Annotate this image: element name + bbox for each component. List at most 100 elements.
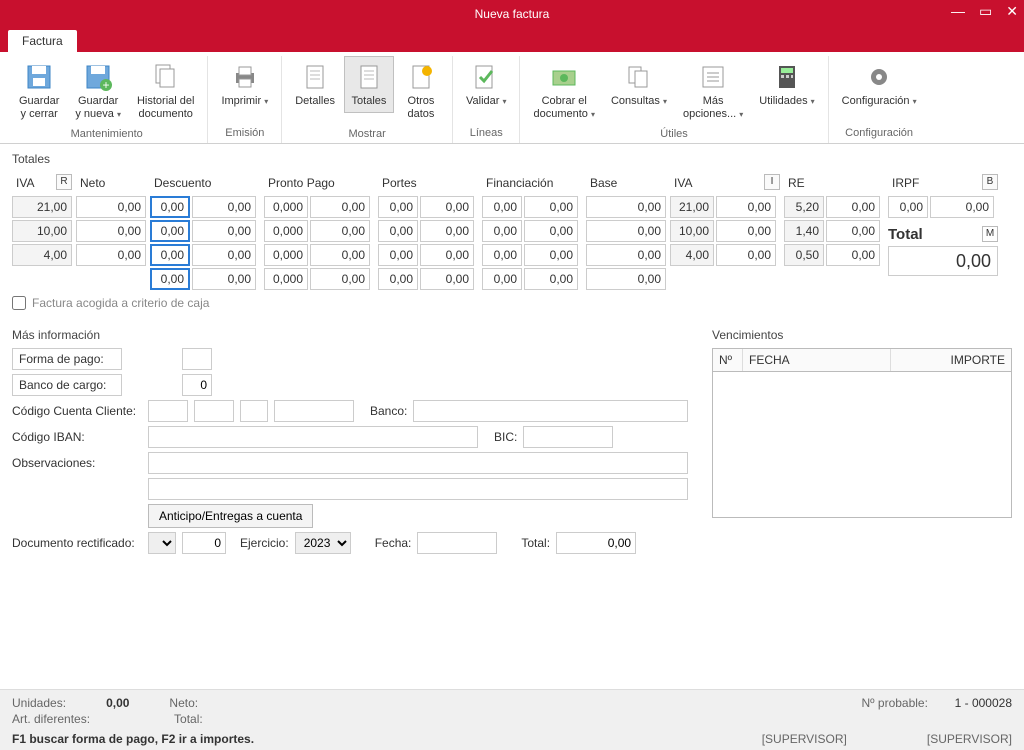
neto-cell[interactable]: 0,00: [76, 196, 146, 218]
por-cell[interactable]: 0,00: [378, 244, 418, 266]
re-cell[interactable]: 5,20: [784, 196, 824, 218]
close-icon[interactable]: ✕: [1006, 4, 1018, 18]
configuracion-button[interactable]: Configuración ▾: [835, 56, 924, 113]
neto-cell[interactable]: 0,00: [76, 220, 146, 242]
fecha-input[interactable]: [417, 532, 497, 554]
base-cell[interactable]: 0,00: [586, 244, 666, 266]
fin-cell[interactable]: 0,00: [524, 268, 578, 290]
desc-cell[interactable]: 0,00: [150, 244, 190, 266]
detalles-button[interactable]: Detalles: [288, 56, 342, 113]
por-cell[interactable]: 0,00: [420, 244, 474, 266]
otros-datos-button[interactable]: Otros datos: [396, 56, 446, 126]
iva2-cell[interactable]: 0,00: [716, 220, 776, 242]
irpf-cell[interactable]: 0,00: [888, 196, 928, 218]
por-cell[interactable]: 0,00: [420, 220, 474, 242]
guardar-cerrar-button[interactable]: Guardar y cerrar: [12, 56, 66, 126]
pp-cell[interactable]: 0,00: [310, 244, 370, 266]
fin-cell[interactable]: 0,00: [482, 196, 522, 218]
base-cell[interactable]: 0,00: [586, 196, 666, 218]
doc-rect-input[interactable]: [182, 532, 226, 554]
pp-cell[interactable]: 0,00: [310, 268, 370, 290]
fin-cell[interactable]: 0,00: [524, 244, 578, 266]
banco-input[interactable]: [413, 400, 688, 422]
venc-col-fecha[interactable]: FECHA: [743, 349, 891, 371]
maximize-icon[interactable]: ▭: [979, 4, 992, 18]
iva-r-button[interactable]: R: [56, 174, 72, 190]
pp-cell[interactable]: 0,000: [264, 220, 308, 242]
total-m-button[interactable]: M: [982, 226, 998, 242]
bic-input[interactable]: [523, 426, 613, 448]
fin-cell[interactable]: 0,00: [482, 220, 522, 242]
iva-cell[interactable]: 10,00: [12, 220, 72, 242]
imprimir-button[interactable]: Imprimir ▾: [214, 56, 275, 113]
forma-pago-input[interactable]: [182, 348, 212, 370]
irpf-cell[interactable]: 0,00: [930, 196, 994, 218]
iva2-cell[interactable]: 0,00: [716, 244, 776, 266]
por-cell[interactable]: 0,00: [420, 196, 474, 218]
base-cell[interactable]: 0,00: [586, 268, 666, 290]
desc-cell[interactable]: 0,00: [150, 220, 190, 242]
neto-cell[interactable]: 0,00: [76, 244, 146, 266]
ccc-3[interactable]: [240, 400, 268, 422]
fin-cell[interactable]: 0,00: [482, 268, 522, 290]
re-cell[interactable]: 0,50: [784, 244, 824, 266]
desc-cell[interactable]: 0,00: [192, 196, 256, 218]
pp-cell[interactable]: 0,000: [264, 244, 308, 266]
pp-cell[interactable]: 0,00: [310, 220, 370, 242]
re-cell[interactable]: 0,00: [826, 244, 880, 266]
re-cell[interactable]: 0,00: [826, 220, 880, 242]
ccc-2[interactable]: [194, 400, 234, 422]
col-desc-head: Descuento: [154, 176, 211, 190]
caja-checkbox[interactable]: [12, 296, 26, 310]
ejercicio-select[interactable]: 2023: [295, 532, 351, 554]
pp-cell[interactable]: 0,000: [264, 196, 308, 218]
venc-col-n[interactable]: Nº: [713, 349, 743, 371]
desc-cell[interactable]: 0,00: [192, 268, 256, 290]
por-cell[interactable]: 0,00: [378, 220, 418, 242]
ccc-4[interactable]: [274, 400, 354, 422]
ccc-1[interactable]: [148, 400, 188, 422]
re-cell[interactable]: 1,40: [784, 220, 824, 242]
cobrar-button[interactable]: Cobrar el documento ▾: [526, 56, 602, 126]
iva-cell[interactable]: 21,00: [12, 196, 72, 218]
iva2-cell[interactable]: 21,00: [670, 196, 714, 218]
consultas-button[interactable]: Consultas ▾: [604, 56, 674, 113]
irpf-b-button[interactable]: B: [982, 174, 998, 190]
por-cell[interactable]: 0,00: [378, 196, 418, 218]
totales-button[interactable]: Totales: [344, 56, 394, 113]
fin-cell[interactable]: 0,00: [524, 196, 578, 218]
guardar-nueva-button[interactable]: +Guardar y nueva ▾: [68, 56, 128, 126]
minimize-icon[interactable]: —: [951, 4, 965, 18]
tab-factura[interactable]: Factura: [8, 30, 77, 52]
fecha-label: Fecha:: [375, 536, 412, 550]
banco-cargo-input[interactable]: [182, 374, 212, 396]
fin-cell[interactable]: 0,00: [524, 220, 578, 242]
fin-cell[interactable]: 0,00: [482, 244, 522, 266]
validar-button[interactable]: Validar ▾: [459, 56, 514, 113]
desc-cell[interactable]: 0,00: [150, 196, 190, 218]
pp-cell[interactable]: 0,00: [310, 196, 370, 218]
obs-input-2[interactable]: [148, 478, 688, 500]
por-cell[interactable]: 0,00: [378, 268, 418, 290]
mas-opciones-button[interactable]: Más opciones... ▾: [676, 56, 750, 126]
pp-cell[interactable]: 0,000: [264, 268, 308, 290]
base-cell[interactable]: 0,00: [586, 220, 666, 242]
iva-cell[interactable]: 4,00: [12, 244, 72, 266]
obs-input-1[interactable]: [148, 452, 688, 474]
iva2-cell[interactable]: 4,00: [670, 244, 714, 266]
iva2-cell[interactable]: 0,00: [716, 196, 776, 218]
anticipo-button[interactable]: Anticipo/Entregas a cuenta: [148, 504, 313, 528]
utilidades-button[interactable]: Utilidades ▾: [752, 56, 821, 113]
venc-col-importe[interactable]: IMPORTE: [891, 349, 1011, 371]
historial-button[interactable]: Historial del documento: [130, 56, 201, 126]
desc-cell[interactable]: 0,00: [192, 220, 256, 242]
desc-cell[interactable]: 0,00: [192, 244, 256, 266]
iban-input[interactable]: [148, 426, 478, 448]
doc-total-input[interactable]: [556, 532, 636, 554]
iva-i-button[interactable]: I: [764, 174, 780, 190]
iva2-cell[interactable]: 10,00: [670, 220, 714, 242]
doc-rect-select[interactable]: [148, 532, 176, 554]
re-cell[interactable]: 0,00: [826, 196, 880, 218]
por-cell[interactable]: 0,00: [420, 268, 474, 290]
desc-cell[interactable]: 0,00: [150, 268, 190, 290]
